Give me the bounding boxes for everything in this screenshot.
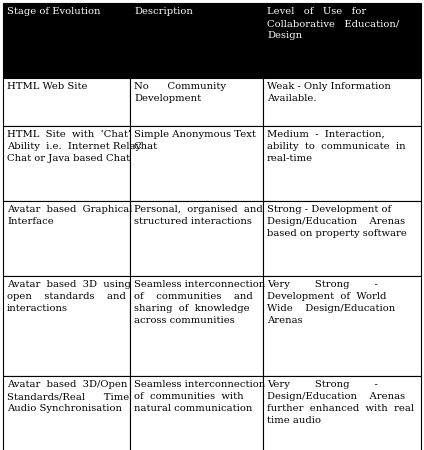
Bar	[130, 78, 263, 126]
Bar	[3, 3, 130, 78]
Text: Medium  -  Interaction,
ability  to  communicate  in
real-time: Medium - Interaction, ability to communi…	[267, 130, 406, 163]
Text: Avatar  based  3D/Open
Standards/Real      Time
Audio Synchronisation: Avatar based 3D/Open Standards/Real Time…	[7, 380, 129, 413]
Text: Seamless interconnection
of    communities    and
sharing  of  knowledge
across : Seamless interconnection of communities …	[134, 280, 265, 325]
Bar	[130, 126, 263, 201]
Bar	[263, 3, 421, 78]
Text: Very        Strong        -
Development  of  World
Wide    Design/Education
Aren: Very Strong - Development of World Wide …	[267, 280, 395, 325]
Bar	[130, 201, 263, 276]
Bar	[3, 376, 130, 450]
Bar	[3, 126, 130, 201]
Bar	[263, 276, 421, 376]
Bar	[3, 276, 130, 376]
Bar	[263, 376, 421, 450]
Text: Simple Anonymous Text
Chat: Simple Anonymous Text Chat	[134, 130, 256, 151]
Text: HTML  Site  with  ‘Chat’
Ability  i.e.  Internet Relay
Chat or Java based Chat: HTML Site with ‘Chat’ Ability i.e. Inter…	[7, 130, 141, 163]
Bar	[130, 376, 263, 450]
Text: HTML Web Site: HTML Web Site	[7, 82, 87, 91]
Text: Strong - Development of
Design/Education    Arenas
based on property software: Strong - Development of Design/Education…	[267, 205, 407, 239]
Bar	[263, 201, 421, 276]
Text: Weak - Only Information
Available.: Weak - Only Information Available.	[267, 82, 391, 103]
Bar	[130, 3, 263, 78]
Text: Avatar  based  Graphical
Interface: Avatar based Graphical Interface	[7, 205, 132, 226]
Text: Very        Strong        -
Design/Education    Arenas
further  enhanced  with  : Very Strong - Design/Education Arenas fu…	[267, 380, 414, 425]
Text: Avatar  based  3D  using
open    standards    and
interactions: Avatar based 3D using open standards and…	[7, 280, 131, 313]
Text: Seamless interconnection
of  communities  with
natural communication: Seamless interconnection of communities …	[134, 380, 265, 413]
Text: Stage of Evolution: Stage of Evolution	[7, 7, 100, 16]
Bar	[3, 201, 130, 276]
Text: No      Community
Development: No Community Development	[134, 82, 226, 103]
Bar	[263, 78, 421, 126]
Bar	[3, 78, 130, 126]
Bar	[263, 126, 421, 201]
Text: Level   of   Use   for
Collaborative   Education/
Design: Level of Use for Collaborative Education…	[267, 7, 399, 40]
Text: Personal,  organised  and
structured interactions: Personal, organised and structured inter…	[134, 205, 263, 226]
Bar	[130, 276, 263, 376]
Text: Description: Description	[134, 7, 193, 16]
